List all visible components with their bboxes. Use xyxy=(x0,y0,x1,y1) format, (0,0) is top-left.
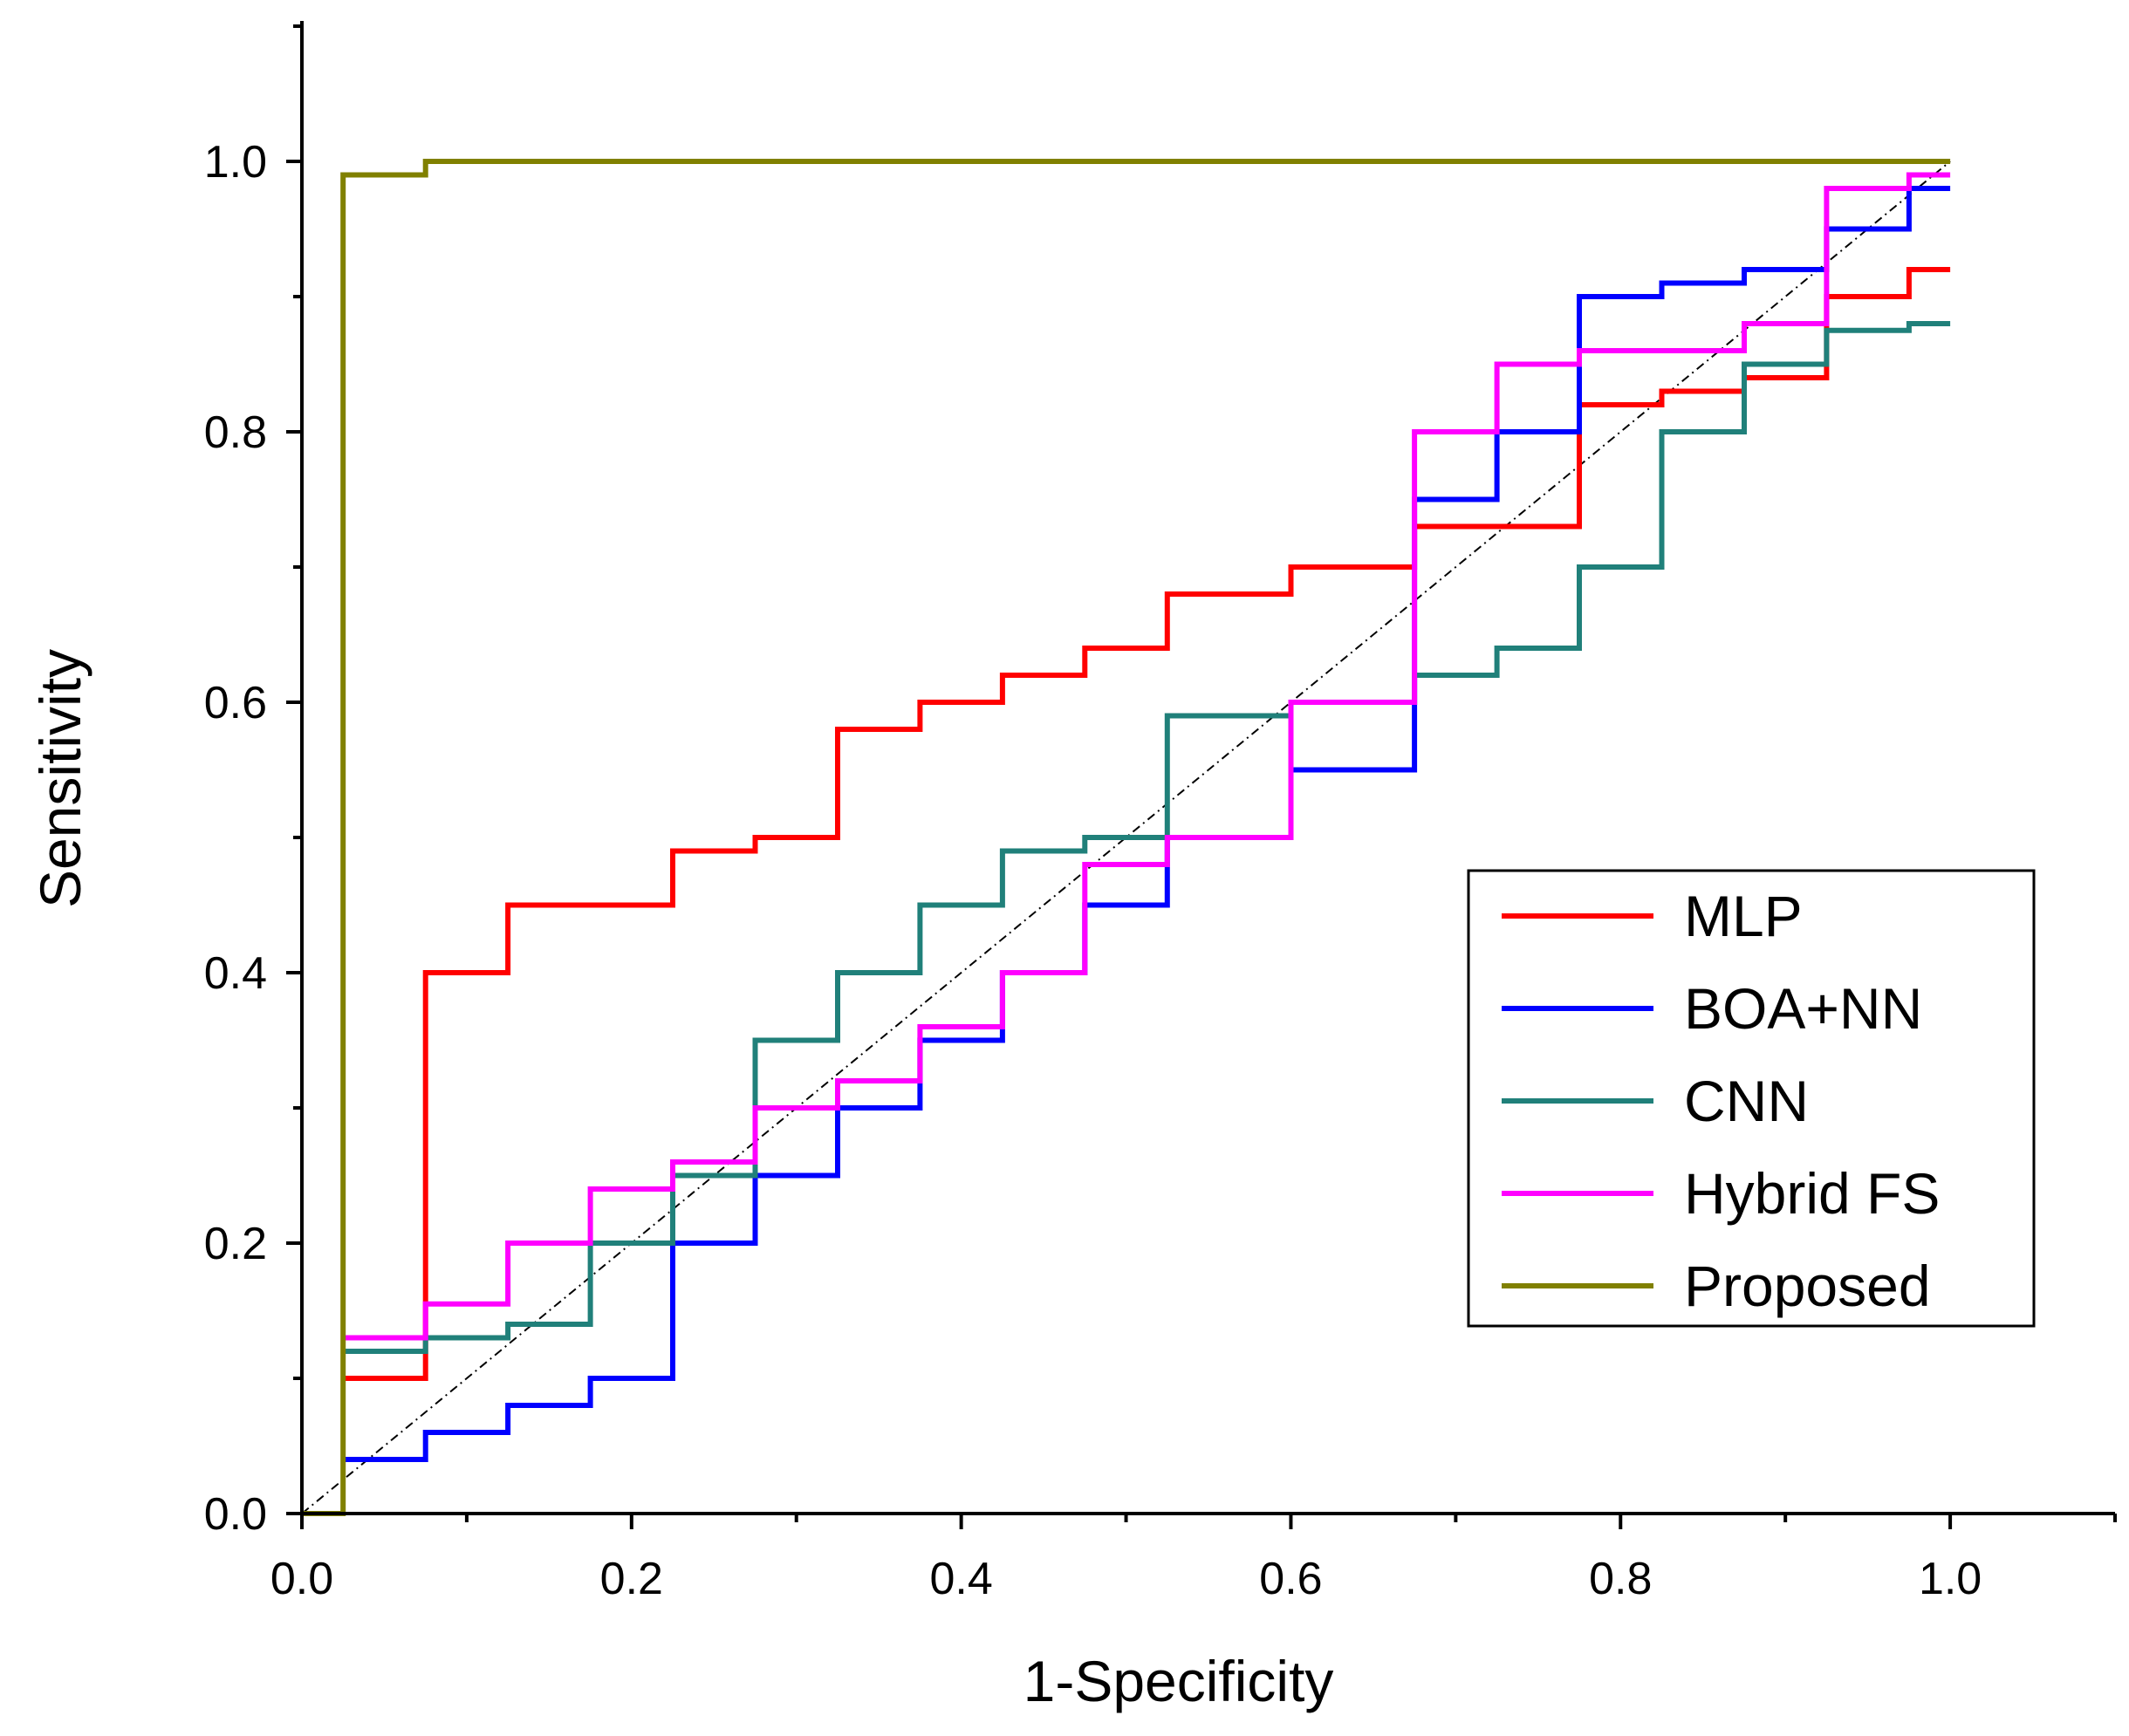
legend-label-hybrid-fs: Hybrid FS xyxy=(1684,1161,1940,1226)
series-line-hybrid-fs xyxy=(343,172,1951,1341)
y-axis-title: Sensitivity xyxy=(28,649,92,908)
ticks-layer: 0.0 0.2 0.4 0.6 0.8 1.0 0.0 0.2 0.4 0.6 0.8 1.0 xyxy=(204,24,2117,1604)
y-tick-label: 0.4 xyxy=(204,948,267,999)
x-tick-label: 1.0 xyxy=(1919,1554,1982,1604)
x-tick-label: 0.4 xyxy=(929,1554,992,1604)
x-tick-label: 0.8 xyxy=(1589,1554,1652,1604)
y-tick-label: 0.2 xyxy=(204,1219,267,1269)
axes-layer xyxy=(300,21,2115,1515)
legend-label-proposed: Proposed xyxy=(1684,1254,1931,1318)
series-line-cnn xyxy=(343,321,1951,1354)
legend-label-mlp: MLP xyxy=(1684,884,1803,948)
x-tick-label: 0.0 xyxy=(270,1554,333,1604)
y-tick-label: 0.8 xyxy=(204,407,267,458)
y-tick-label: 0.0 xyxy=(204,1489,267,1540)
legend: MLP BOA+NN CNN Hybrid FS Proposed xyxy=(1467,869,2036,1328)
x-tick-label: 0.6 xyxy=(1259,1554,1322,1604)
legend-label-boa-nn: BOA+NN xyxy=(1684,976,1922,1041)
x-tick-label: 0.2 xyxy=(600,1554,663,1604)
y-tick-label: 0.6 xyxy=(204,678,267,728)
legend-label-cnn: CNN xyxy=(1684,1069,1809,1133)
y-tick-label: 1.0 xyxy=(204,137,267,188)
legend-box xyxy=(1467,869,2036,1328)
series-line-boa-nn xyxy=(343,186,1951,1462)
x-axis-title: 1-Specificity xyxy=(1023,1649,1334,1713)
